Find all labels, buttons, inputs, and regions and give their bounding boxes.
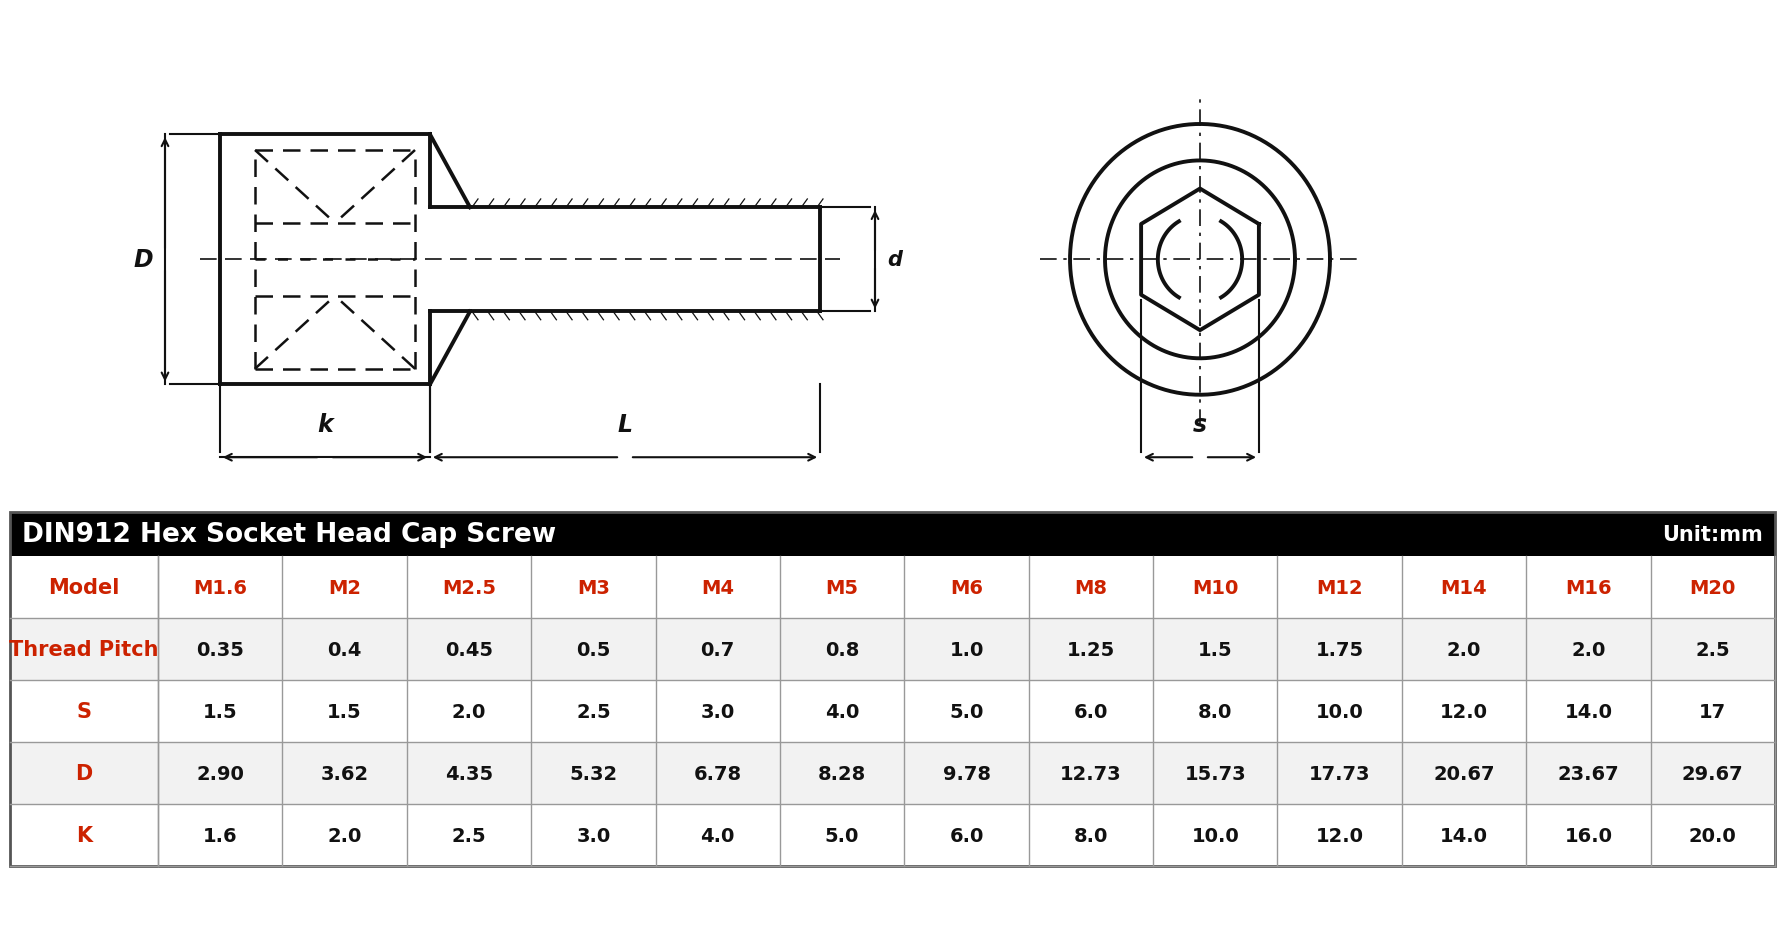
Text: M2.5: M2.5 xyxy=(443,578,496,598)
Text: M4: M4 xyxy=(702,578,734,598)
Text: 5.0: 5.0 xyxy=(950,702,984,721)
Text: 23.67: 23.67 xyxy=(1558,764,1619,783)
Text: 0.45: 0.45 xyxy=(444,640,493,659)
Text: M5: M5 xyxy=(826,578,859,598)
Text: 0.4: 0.4 xyxy=(327,640,362,659)
Bar xyxy=(11,557,1774,618)
Text: 12.73: 12.73 xyxy=(1060,764,1121,783)
Text: 10.0: 10.0 xyxy=(1191,826,1239,845)
Text: Unit:mm: Unit:mm xyxy=(1662,525,1764,545)
Text: 12.0: 12.0 xyxy=(1440,702,1489,721)
Text: M3: M3 xyxy=(577,578,610,598)
Text: 29.67: 29.67 xyxy=(1681,764,1744,783)
Text: S: S xyxy=(77,701,91,721)
Text: 15.73: 15.73 xyxy=(1185,764,1246,783)
Text: 16.0: 16.0 xyxy=(1564,826,1612,845)
Text: 0.8: 0.8 xyxy=(825,640,859,659)
Text: M2: M2 xyxy=(328,578,361,598)
Text: 8.28: 8.28 xyxy=(818,764,866,783)
Text: 2.90: 2.90 xyxy=(196,764,245,783)
Bar xyxy=(11,681,1774,742)
Text: 3.62: 3.62 xyxy=(321,764,369,783)
Text: 9.78: 9.78 xyxy=(942,764,991,783)
Text: 1.0: 1.0 xyxy=(950,640,984,659)
Text: 1.25: 1.25 xyxy=(1067,640,1116,659)
Bar xyxy=(11,742,1774,804)
Bar xyxy=(11,513,1774,557)
Text: 3.0: 3.0 xyxy=(577,826,610,845)
Text: 3.0: 3.0 xyxy=(700,702,735,721)
Text: M1.6: M1.6 xyxy=(193,578,246,598)
Text: 5.32: 5.32 xyxy=(569,764,618,783)
Text: D: D xyxy=(134,248,154,272)
Text: 2.0: 2.0 xyxy=(327,826,362,845)
Text: 1.5: 1.5 xyxy=(1198,640,1233,659)
Text: 20.67: 20.67 xyxy=(1433,764,1494,783)
Text: 2.5: 2.5 xyxy=(452,826,486,845)
Text: M16: M16 xyxy=(1565,578,1612,598)
Text: 4.0: 4.0 xyxy=(700,826,735,845)
Text: M10: M10 xyxy=(1192,578,1239,598)
Text: Thread Pitch: Thread Pitch xyxy=(9,639,159,660)
Text: 5.0: 5.0 xyxy=(825,826,859,845)
Text: M8: M8 xyxy=(1075,578,1107,598)
Text: 20.0: 20.0 xyxy=(1689,826,1737,845)
Text: 10.0: 10.0 xyxy=(1316,702,1364,721)
Text: M20: M20 xyxy=(1690,578,1737,598)
Text: 6.78: 6.78 xyxy=(694,764,743,783)
Text: 4.0: 4.0 xyxy=(825,702,859,721)
Text: M14: M14 xyxy=(1440,578,1487,598)
Text: 0.35: 0.35 xyxy=(196,640,245,659)
Text: 2.0: 2.0 xyxy=(452,702,486,721)
Text: 2.0: 2.0 xyxy=(1448,640,1482,659)
Text: 17: 17 xyxy=(1699,702,1726,721)
Text: M6: M6 xyxy=(950,578,984,598)
Text: 1.5: 1.5 xyxy=(203,702,237,721)
Text: K: K xyxy=(77,825,93,845)
Text: 8.0: 8.0 xyxy=(1198,702,1232,721)
Text: 2.5: 2.5 xyxy=(577,702,610,721)
Text: 14.0: 14.0 xyxy=(1440,826,1489,845)
Text: 6.0: 6.0 xyxy=(1075,702,1108,721)
Text: 6.0: 6.0 xyxy=(950,826,984,845)
Text: d: d xyxy=(887,250,903,270)
Text: 1.5: 1.5 xyxy=(327,702,362,721)
Text: 1.75: 1.75 xyxy=(1316,640,1364,659)
Text: 0.5: 0.5 xyxy=(577,640,610,659)
Bar xyxy=(11,618,1774,681)
Text: 12.0: 12.0 xyxy=(1316,826,1364,845)
Text: s: s xyxy=(1192,413,1207,437)
Text: M12: M12 xyxy=(1316,578,1364,598)
Text: 2.5: 2.5 xyxy=(1696,640,1730,659)
Text: 14.0: 14.0 xyxy=(1564,702,1612,721)
Text: k: k xyxy=(318,413,332,437)
Text: 0.7: 0.7 xyxy=(700,640,735,659)
Text: 17.73: 17.73 xyxy=(1308,764,1371,783)
Bar xyxy=(11,804,1774,867)
Text: DIN912 Hex Socket Head Cap Screw: DIN912 Hex Socket Head Cap Screw xyxy=(21,522,557,548)
Text: 2.0: 2.0 xyxy=(1571,640,1606,659)
Text: 1.6: 1.6 xyxy=(203,826,237,845)
Text: 4.35: 4.35 xyxy=(444,764,493,783)
Bar xyxy=(11,513,1774,867)
Text: D: D xyxy=(75,764,93,784)
Text: Model: Model xyxy=(48,578,120,598)
Text: L: L xyxy=(618,413,632,437)
Text: 8.0: 8.0 xyxy=(1075,826,1108,845)
